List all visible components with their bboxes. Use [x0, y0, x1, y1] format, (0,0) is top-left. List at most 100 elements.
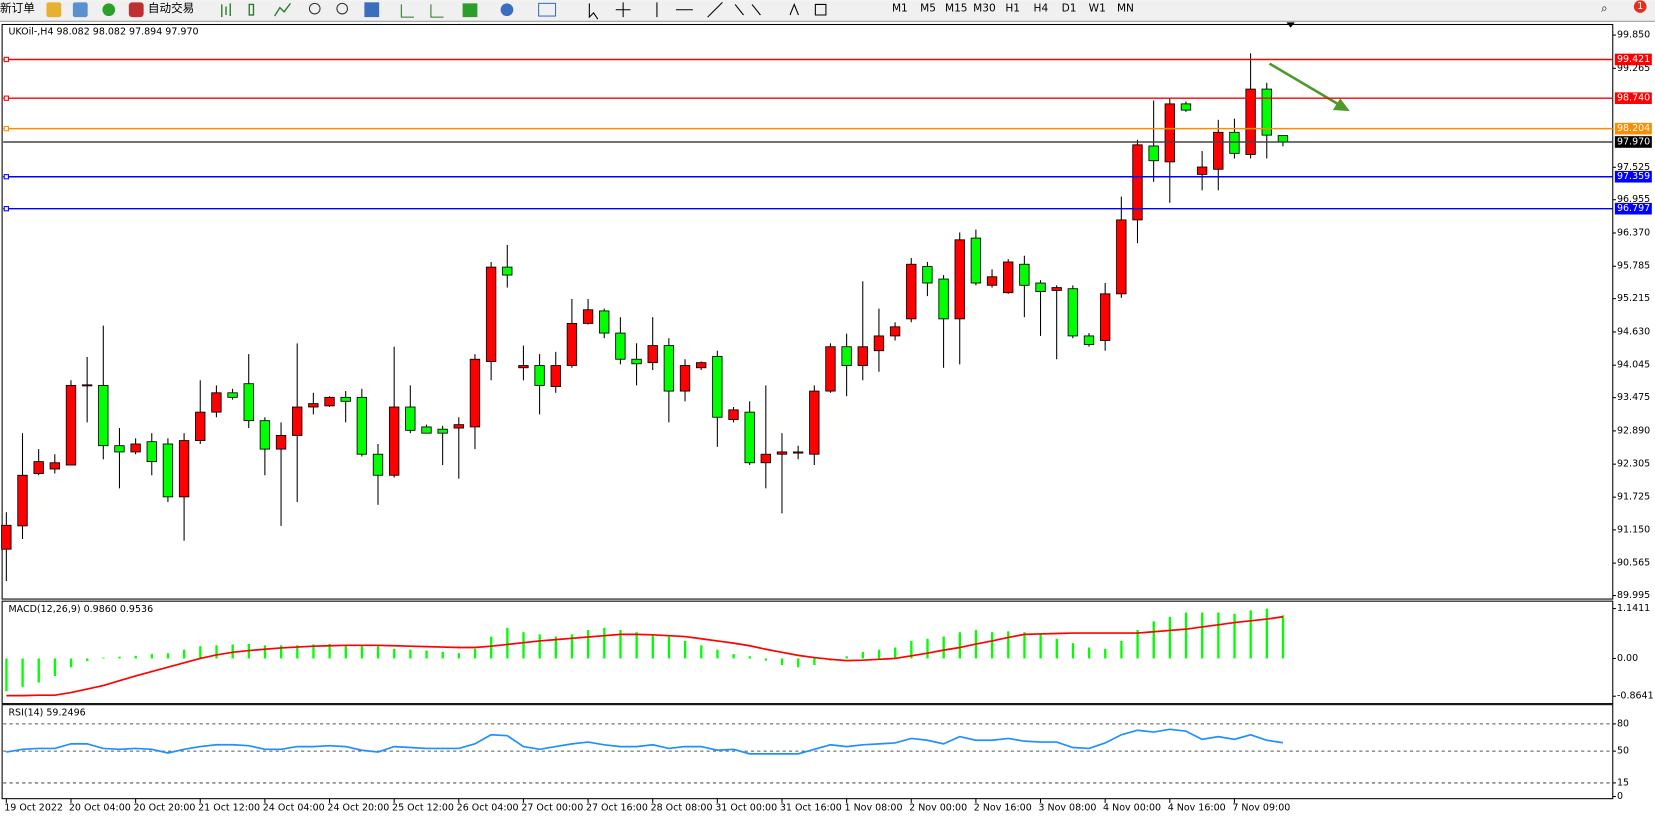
- histogram-bar: [215, 645, 218, 659]
- x-tick-label: 25 Oct 12:00: [392, 803, 454, 814]
- candle-body: [1116, 219, 1127, 295]
- notification-badge[interactable]: [1633, 0, 1647, 13]
- price-label-bg: [1614, 92, 1652, 104]
- y-tick-label: 90.565: [1617, 558, 1650, 569]
- timeframe-button[interactable]: M5: [920, 3, 936, 15]
- scroll-icons[interactable]: [400, 4, 444, 18]
- price-label-bg: [1614, 122, 1652, 135]
- candle-body: [1164, 103, 1175, 163]
- timeframe-button[interactable]: D1: [1062, 3, 1077, 15]
- x-tick-label: 20 Oct 20:00: [133, 803, 195, 814]
- candle-body: [1180, 103, 1192, 111]
- candle-body: [776, 451, 788, 455]
- timeframe-button[interactable]: M15: [945, 3, 968, 15]
- candles-icon[interactable]: [248, 3, 255, 16]
- periods-icon[interactable]: [500, 3, 514, 17]
- candle-body: [518, 365, 529, 369]
- icon[interactable]: [102, 3, 116, 17]
- histogram-bar: [457, 653, 461, 659]
- histogram-bar: [53, 658, 57, 676]
- indicator-line: [6, 615, 1284, 697]
- candle-body: [502, 266, 513, 276]
- candle-body: [566, 322, 578, 366]
- histogram-bar: [409, 649, 412, 659]
- x-tick-label: 2 Nov 16:00: [974, 803, 1032, 814]
- candle-body: [760, 453, 771, 464]
- candle-body: [663, 345, 675, 392]
- y-tick-label: 97.525: [1617, 162, 1650, 173]
- auto-trading-icon[interactable]: [128, 2, 144, 18]
- bar-chart-icon[interactable]: [221, 3, 231, 18]
- histogram-bar: [279, 645, 283, 659]
- y-tick-label: 80: [1617, 718, 1629, 729]
- histogram-bar: [1265, 608, 1269, 659]
- x-tick-label: 20 Oct 04:00: [69, 803, 131, 814]
- histogram-bar: [1168, 616, 1172, 659]
- histogram-bar: [813, 658, 816, 666]
- level-handle[interactable]: [3, 126, 9, 132]
- timeframe-button[interactable]: MN: [1117, 3, 1134, 15]
- candle-body: [49, 462, 60, 470]
- drawing-tools[interactable]: [656, 1, 723, 18]
- indicator-title: RSI(14) 59.2496: [8, 708, 85, 719]
- level-handle[interactable]: [3, 95, 9, 101]
- price-label: 97.359: [1617, 171, 1650, 182]
- candle-body: [1213, 131, 1224, 170]
- x-tick-label: 27 Oct 00:00: [521, 803, 583, 814]
- candle-body: [1229, 131, 1240, 154]
- histogram-bar: [296, 645, 299, 659]
- new-order-button[interactable]: 新订单: [0, 1, 35, 15]
- histogram-bar: [522, 632, 525, 659]
- timeframe-button[interactable]: W1: [1089, 3, 1106, 15]
- cursor-icon[interactable]: [588, 3, 599, 20]
- candle-body: [275, 435, 287, 450]
- candle-body: [292, 406, 303, 436]
- timeframe-buttons: M1 M5 M15 M30 H1 H4 D1 W1 MN: [892, 3, 1134, 15]
- zoom-out-icon[interactable]: [336, 2, 349, 15]
- candle-body: [809, 390, 820, 455]
- x-tick-label: 31 Oct 00:00: [715, 803, 777, 814]
- icon[interactable]: [46, 2, 62, 18]
- search-icon[interactable]: ⌕: [1601, 1, 1608, 15]
- templates-icon[interactable]: [538, 2, 557, 17]
- level-handle[interactable]: [3, 56, 9, 63]
- histogram-bar: [1087, 647, 1091, 659]
- histogram-bar: [764, 658, 768, 661]
- y-tick-label: 94.630: [1617, 326, 1650, 337]
- histogram-bar: [910, 640, 913, 659]
- candle-body: [1148, 145, 1159, 162]
- level-handle[interactable]: [3, 206, 9, 212]
- candle-body: [1132, 144, 1143, 221]
- candle-body: [1, 524, 12, 550]
- histogram-bar: [360, 645, 364, 659]
- line-chart-icon[interactable]: [274, 2, 291, 17]
- timeframe-button[interactable]: H1: [1005, 3, 1020, 15]
- icon[interactable]: [72, 2, 88, 18]
- histogram-bar: [1201, 612, 1204, 659]
- candle-body: [162, 443, 174, 498]
- histogram-bar: [21, 658, 24, 687]
- auto-trading-button[interactable]: 自动交易: [148, 1, 194, 15]
- crosshair-icon[interactable]: [615, 2, 631, 18]
- histogram-bar: [1233, 613, 1236, 659]
- tile-icon[interactable]: [364, 2, 380, 18]
- histogram-bar: [683, 640, 687, 659]
- timeframe-button[interactable]: M1: [892, 3, 908, 15]
- candle-body: [954, 239, 965, 320]
- price-label-bg: [1614, 136, 1652, 148]
- candle-body: [889, 326, 901, 337]
- y-tick-label: 91.725: [1617, 492, 1650, 503]
- timeframe-button[interactable]: H4: [1034, 3, 1049, 15]
- drawing-tools[interactable]: [734, 3, 827, 16]
- histogram-bar: [845, 656, 848, 659]
- indicators-icon[interactable]: [462, 3, 478, 18]
- histogram-bar: [86, 658, 89, 662]
- y-tick-label: 1.1411: [1617, 603, 1650, 614]
- level-handle[interactable]: [3, 174, 9, 180]
- candle-body: [308, 403, 319, 408]
- zoom-in-icon[interactable]: [308, 2, 321, 15]
- x-tick-label: 3 Nov 08:00: [1038, 803, 1096, 814]
- timeframe-button[interactable]: M30: [973, 3, 996, 15]
- candle-body: [792, 451, 804, 454]
- candle-body: [453, 424, 464, 429]
